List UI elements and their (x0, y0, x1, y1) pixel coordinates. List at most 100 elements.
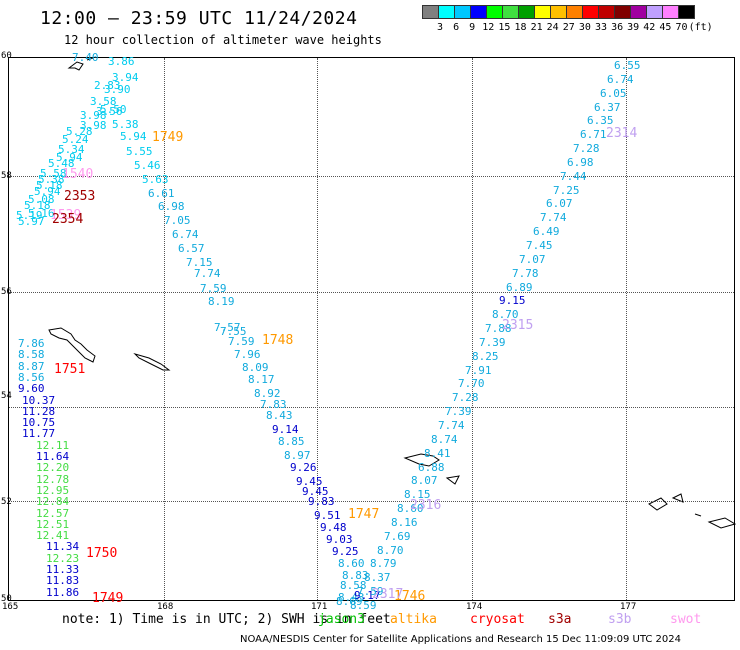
wave-height-label: 3.86 (108, 55, 135, 68)
wave-height-label: 10.37 (22, 393, 56, 407)
pass-time-label: 2314 (606, 126, 638, 141)
wave-height-label: 8.19 (208, 295, 235, 308)
satellite-key-swot: swot (670, 612, 702, 627)
pass-time-label: 1747 (348, 507, 380, 522)
wave-height-label: 8.60 (397, 502, 424, 515)
island-small (133, 352, 171, 371)
lat-label: 58 (1, 171, 12, 181)
wave-height-label: 3.98 (80, 119, 107, 132)
legend-swatch (502, 5, 519, 19)
wave-height-label: 7.74 (540, 211, 567, 224)
legend-label: 45 (659, 22, 672, 33)
wave-height-label: 11.86 (46, 585, 80, 599)
wave-height-label: 9.25 (332, 545, 359, 558)
wave-height-label: 9.14 (272, 423, 299, 436)
wave-height-label: 8.07 (411, 474, 438, 487)
wave-height-label: 7.74 (438, 419, 465, 432)
wave-height-label: 9.45 (302, 485, 329, 498)
wave-height-label: 12.51 (36, 517, 70, 531)
wave-height-label: 5.24 (62, 133, 89, 146)
wave-height-label: 11.83 (46, 574, 80, 588)
legend-swatch (470, 5, 487, 19)
legend-swatch (582, 5, 599, 19)
wave-height-label: 8.97 (284, 449, 311, 462)
wave-height-label: 8.25 (472, 350, 499, 363)
legend-label: 42 (643, 22, 656, 33)
pass-time-label: 1746 (394, 589, 426, 604)
wave-height-label: 7.70 (458, 377, 485, 390)
wave-height-label: 12.41 (36, 529, 70, 543)
lat-label: 60 (1, 51, 12, 61)
legend-label: 6 (453, 22, 460, 33)
color-legend (422, 5, 695, 19)
legend-swatch (630, 5, 647, 19)
wave-height-label: 8.70 (492, 308, 519, 321)
satellite-key-s3b: s3b (608, 612, 632, 627)
wave-height-label: 8.69 (336, 595, 363, 608)
wave-height-label: 12.20 (36, 461, 70, 475)
wave-height-label: 6.88 (418, 461, 445, 474)
wave-height-label: 12.95 (36, 483, 70, 497)
wave-height-label: 9.51 (314, 509, 341, 522)
wave-height-label: 7.74 (194, 267, 221, 280)
wave-height-label: 8.83 (342, 569, 369, 582)
wave-height-label: 5.16 (28, 207, 55, 220)
wave-height-label: 9.26 (290, 461, 317, 474)
island-east-3 (707, 517, 736, 529)
legend-label: 12 (482, 22, 495, 33)
wave-height-label: 11.33 (46, 563, 80, 576)
pass-time-label: 1750 (86, 546, 118, 561)
wave-height-label: 9.15 (499, 294, 526, 307)
wave-height-label: 8.79 (370, 557, 397, 570)
lon-label: 174 (466, 602, 483, 612)
wave-height-label: 5.50 (100, 103, 127, 116)
wave-height-label: 6.07 (546, 197, 573, 210)
pass-time-label: 1539 (50, 208, 82, 223)
wave-height-label: 8.74 (431, 433, 458, 446)
wave-height-label: 7.44 (560, 170, 587, 183)
wave-height-label: 7.88 (485, 322, 512, 335)
wave-height-label: 5.38 (112, 118, 139, 131)
wave-height-label: 12.84 (36, 495, 70, 509)
wave-height-label: 5.55 (126, 145, 153, 158)
wave-height-label: 8.43 (338, 591, 365, 604)
satellite-key-s3a: s3a (548, 612, 572, 627)
wave-height-label: 7.86 (18, 337, 45, 350)
pass-time-label: 1748 (262, 333, 294, 348)
legend-label: 3 (436, 22, 444, 33)
wave-height-label: 7.91 (465, 364, 492, 377)
legend-swatch (550, 5, 567, 19)
satellite-key-cryosat: cryosat (470, 612, 525, 627)
wave-height-label: 5.38 (38, 173, 65, 186)
wave-height-label: 5.94 (120, 130, 147, 143)
wave-height-label: 8.70 (377, 544, 404, 557)
wave-height-label: 7.25 (553, 184, 580, 197)
satellite-key-jason3: jason3 (318, 612, 365, 627)
lon-label: 171 (311, 602, 328, 612)
wave-height-label: 7.15 (186, 256, 213, 269)
wave-height-label: 5.63 (142, 173, 169, 186)
legend-label: 30 (578, 22, 591, 33)
map-plot-area (8, 57, 736, 601)
credit-line: NOAA/NESDIS Center for Satellite Applica… (240, 634, 682, 645)
note-text: note: 1) Time is in UTC; 2) SWH is in fe… (62, 612, 391, 627)
wave-height-label: 7.59 (357, 585, 384, 598)
grid-line-lat (9, 501, 734, 502)
wave-height-label: 3.98 (80, 109, 107, 122)
wave-height-label: 6.57 (178, 242, 205, 255)
wave-height-label: 9.48 (320, 521, 347, 534)
island-mid (403, 453, 440, 467)
pass-time-label: 1540 (62, 167, 94, 182)
wave-height-label: 8.87 (18, 359, 45, 373)
wave-height-label: 8.58 (340, 579, 367, 592)
wave-height-label: 8.15 (404, 488, 431, 501)
wave-height-label: 2.83 (94, 79, 121, 92)
pass-time-label: 2317 (372, 587, 404, 602)
wave-height-label: 8.41 (424, 447, 451, 460)
legend-label: 36 (611, 22, 624, 33)
legend-label: 33 (594, 22, 608, 33)
legend-swatch (678, 5, 695, 19)
pass-time-label: 2316 (410, 498, 442, 513)
wave-height-label: 5.94 (56, 151, 83, 164)
